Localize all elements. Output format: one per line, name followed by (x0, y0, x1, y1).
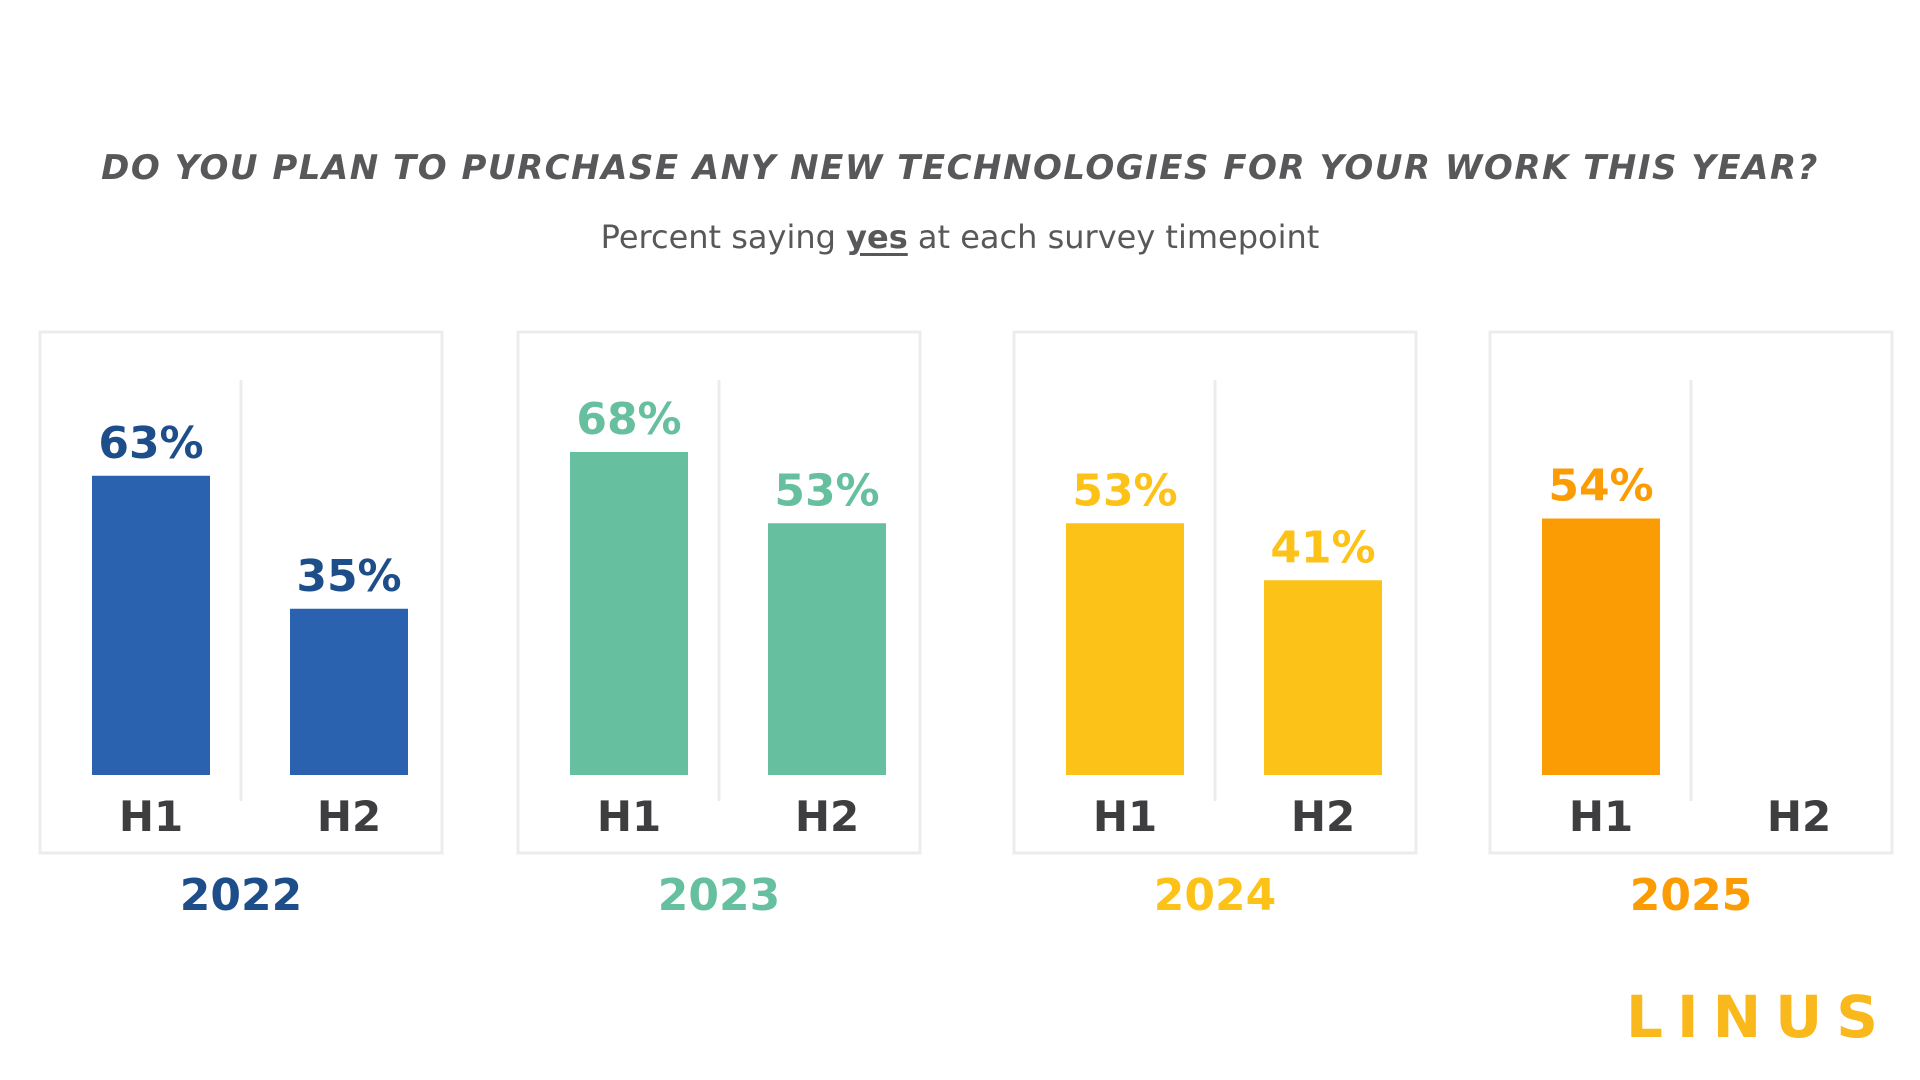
period-label-2024-h2: H2 (1291, 792, 1355, 841)
bar-2025-h1 (1542, 518, 1660, 775)
subtitle-emphasis: yes (846, 218, 908, 256)
period-label-2025-h1: H1 (1569, 792, 1633, 841)
bar-2022-h2 (290, 608, 408, 775)
bar-2024-h1 (1066, 523, 1184, 775)
subtitle-before: Percent saying (600, 218, 847, 256)
bar-2024-h2 (1264, 580, 1382, 775)
value-label-2023-h2: 53% (774, 465, 879, 516)
chart-subtitle: Percent saying yes at each survey timepo… (0, 218, 1920, 256)
period-label-2023-h1: H1 (597, 792, 661, 841)
panel-2022 (38, 330, 444, 855)
period-label-2024-h1: H1 (1093, 792, 1157, 841)
linus-logo: LINUS (1626, 983, 1892, 1051)
chart-title: DO YOU PLAN TO PURCHASE ANY NEW TECHNOLO… (101, 148, 1819, 188)
panel-2024 (1012, 330, 1418, 855)
period-label-2022-h1: H1 (119, 792, 183, 841)
value-label-2024-h1: 53% (1072, 465, 1177, 516)
bar-2023-h1 (570, 452, 688, 775)
subtitle-after: at each survey timepoint (907, 218, 1320, 256)
value-label-2025-h1: 54% (1548, 461, 1653, 512)
panel-2023 (516, 330, 922, 855)
panel-2025 (1488, 330, 1894, 855)
year-label-2022: 2022 (180, 870, 302, 921)
value-label-2023-h1: 68% (576, 394, 681, 445)
value-label-2022-h2: 35% (296, 551, 401, 602)
period-label-2025-h2: H2 (1767, 792, 1831, 841)
period-label-2022-h2: H2 (317, 792, 381, 841)
bar-2022-h1 (92, 475, 210, 775)
value-label-2024-h2: 41% (1270, 522, 1375, 573)
year-label-2023: 2023 (658, 870, 780, 921)
period-label-2023-h2: H2 (795, 792, 859, 841)
year-label-2025: 2025 (1630, 870, 1752, 921)
value-label-2022-h1: 63% (98, 418, 203, 469)
bar-2023-h2 (768, 523, 886, 775)
year-label-2024: 2024 (1154, 870, 1276, 921)
